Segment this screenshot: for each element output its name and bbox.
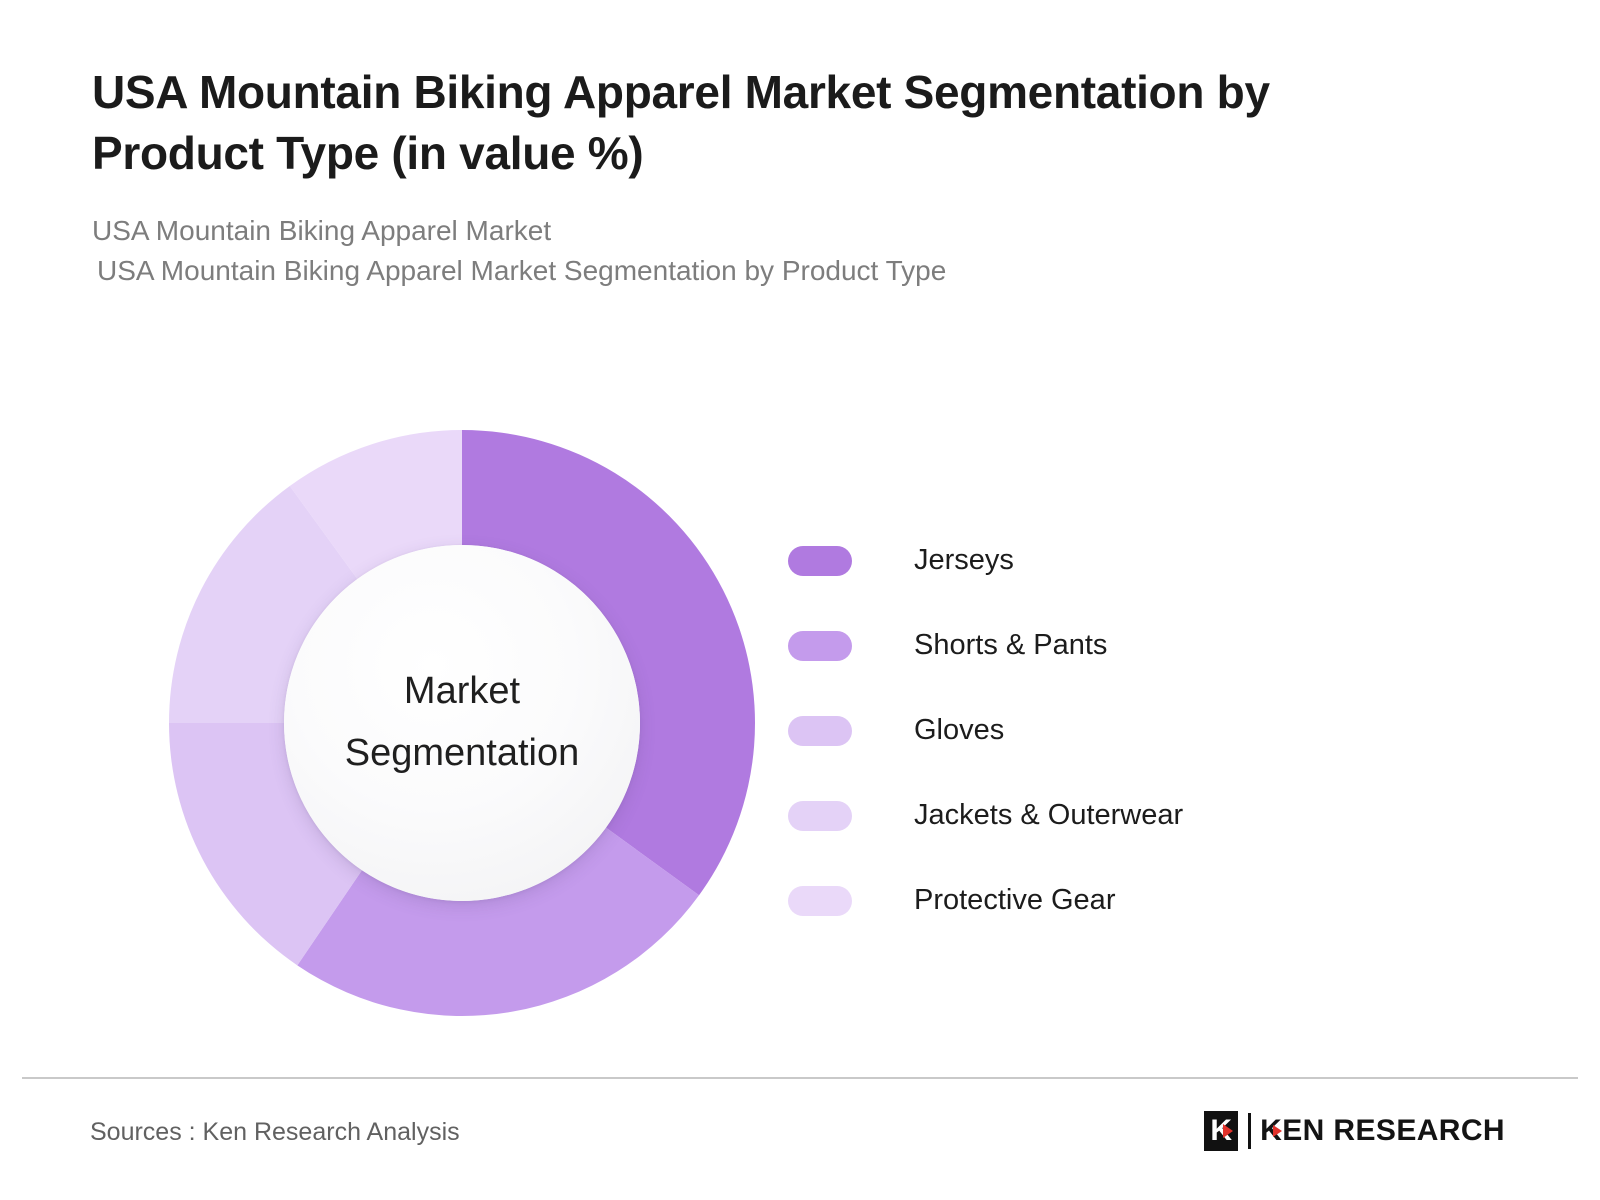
logo-mark-icon: K — [1204, 1111, 1239, 1151]
legend-label: Gloves — [914, 714, 1005, 746]
legend-label: Jerseys — [914, 544, 1014, 576]
header: USA Mountain Biking Apparel Market Segme… — [92, 62, 1472, 291]
legend-item[interactable]: Shorts & Pants — [788, 603, 1428, 688]
legend-label: Protective Gear — [914, 884, 1116, 916]
legend-item[interactable]: Protective Gear — [788, 858, 1428, 943]
footer: Sources : Ken Research Analysis K KEN RE… — [0, 1079, 1600, 1200]
logo-wordmark-text: KEN RESEARCH — [1260, 1114, 1505, 1147]
logo-divider-bar — [1248, 1113, 1252, 1149]
footer-divider — [22, 1077, 1578, 1079]
donut-slice[interactable] — [169, 723, 362, 966]
sources-text: Sources : Ken Research Analysis — [90, 1118, 460, 1146]
donut-slice[interactable] — [289, 430, 462, 579]
donut-chart: Market Segmentation — [169, 430, 755, 1016]
legend-swatch-icon — [788, 715, 852, 746]
legend-item[interactable]: Jerseys — [788, 518, 1428, 603]
chart-legend: Jerseys Shorts & Pants Gloves Jackets & Out… — [788, 518, 1428, 943]
donut-center-hub: Market Segmentation — [284, 545, 640, 901]
legend-item[interactable]: Gloves — [788, 688, 1428, 773]
subtitle-line-1: USA Mountain Biking Apparel Market — [92, 215, 552, 247]
legend-label: Shorts & Pants — [914, 629, 1108, 661]
subtitle-block: USA Mountain Biking Apparel Market USA M… — [92, 211, 1472, 291]
donut-slice[interactable] — [297, 827, 700, 1016]
ken-research-logo: K KEN RESEARCH — [1204, 1109, 1505, 1153]
donut-svg — [169, 430, 755, 1016]
legend-swatch-icon — [788, 630, 852, 661]
page-title: USA Mountain Biking Apparel Market Segme… — [92, 66, 1270, 179]
donut-slice[interactable] — [169, 485, 358, 723]
donut-center-line-2: Segmentation — [344, 732, 580, 774]
legend-swatch-icon — [788, 885, 852, 916]
logo-red-triangle-icon — [1223, 1124, 1234, 1138]
legend-swatch-icon — [788, 545, 852, 576]
donut-slice[interactable] — [462, 430, 755, 896]
logo-wordmark: KEN RESEARCH — [1260, 1114, 1505, 1148]
logo-mark-letter: K — [1210, 1114, 1232, 1147]
logo-wordmark-triangle-icon — [1273, 1125, 1283, 1137]
legend-item[interactable]: Jackets & Outerwear — [788, 773, 1428, 858]
legend-label: Jackets & Outerwear — [914, 799, 1184, 831]
donut-center-line-1: Market — [403, 670, 521, 713]
chart-area: Market Segmentation Jerseys Shorts & Pant… — [0, 380, 1600, 1060]
subtitle-line-2: USA Mountain Biking Apparel Market Segme… — [97, 255, 947, 287]
legend-swatch-icon — [788, 800, 852, 831]
